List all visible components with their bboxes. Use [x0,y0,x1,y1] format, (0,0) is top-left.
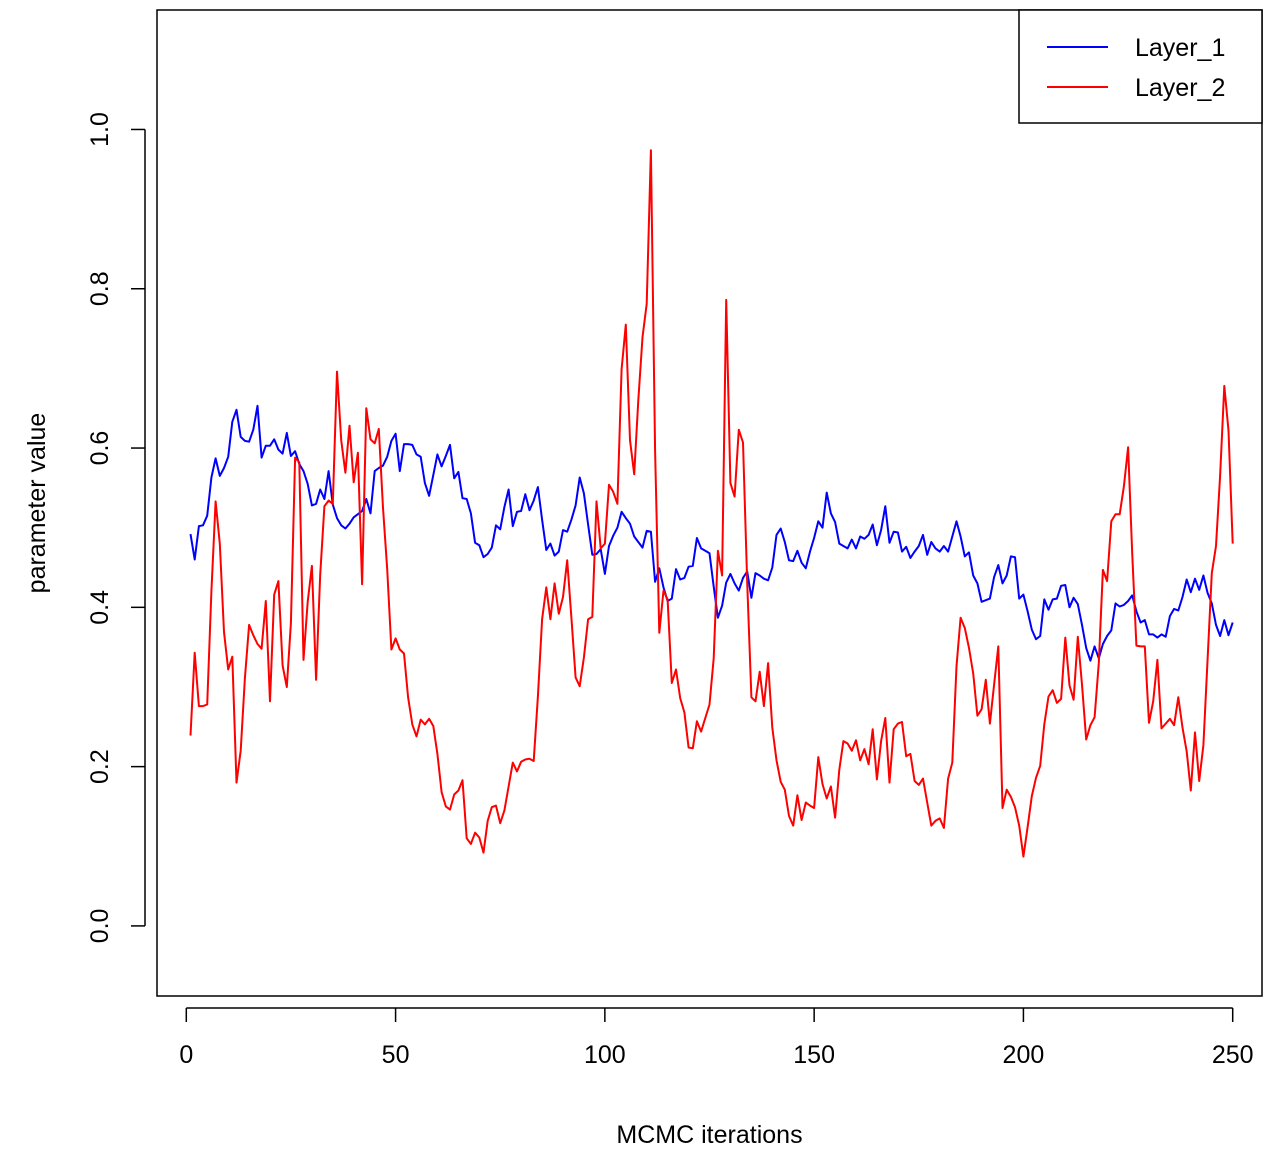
y-axis-title: parameter value [23,413,51,594]
legend: Layer_1 Layer_2 [1018,9,1263,124]
x-axis-title: MCMC iterations [616,1121,802,1149]
x-tick-label: 150 [793,1041,835,1069]
y-tick-label: 0.6 [86,431,114,466]
x-tick-label: 200 [1003,1041,1045,1069]
legend-box [1018,9,1263,124]
y-axis: 0.0 0.2 0.4 0.6 0.8 1.0 [86,112,146,944]
x-tick-label: 250 [1212,1041,1254,1069]
x-tick-label: 100 [584,1041,626,1069]
legend-label-layer-2: Layer_2 [1135,74,1225,102]
series-layer [189,149,1234,858]
plot-frame [156,9,1263,997]
y-tick-label: 0.4 [86,590,114,625]
x-tick-label: 50 [382,1041,410,1069]
legend-label-layer-1: Layer_1 [1135,34,1225,62]
x-tick-label: 0 [179,1041,193,1069]
x-axis: 0 50 100 150 200 250 [179,1007,1254,1069]
y-tick-label: 1.0 [86,112,114,147]
y-tick-label: 0.8 [86,271,114,306]
series-line-2 [189,149,1234,858]
y-tick-label: 0.0 [86,909,114,944]
y-tick-label: 0.2 [86,749,114,784]
